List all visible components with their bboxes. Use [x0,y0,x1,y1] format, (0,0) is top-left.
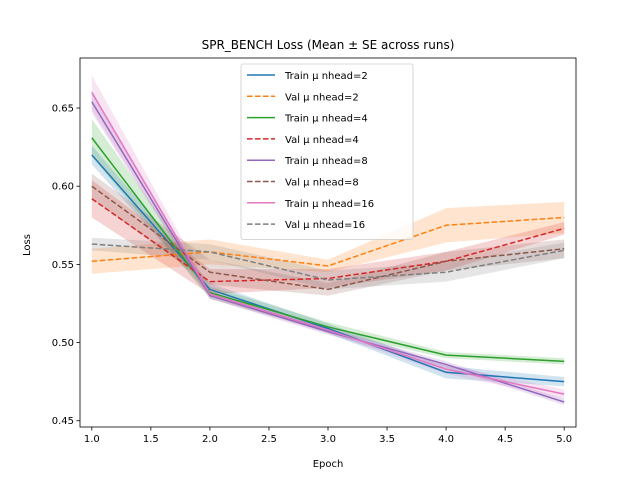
x-tick-label: 4.5 [497,434,513,445]
series-line-val-nhead-8 [91,185,565,291]
legend-label-train-nhead-16: Train μ nhead=16 [284,199,374,210]
series-line-train-nhead-16 [91,92,565,395]
legend-label-val-nhead-4: Val μ nhead=4 [285,135,359,146]
x-tick-label: 2.0 [202,434,218,445]
y-tick-label: 0.55 [52,260,74,271]
axes: 1.0 1.5 2.0 2.5 3.0 3.5 4.0 4.5 5.0 0.45 0.50 0.55 0… [52,57,577,445]
x-tick-label: 5.0 [556,434,572,445]
series-line-train-nhead-2 [91,154,565,383]
se-band-val-nhead-16 [91,237,565,290]
se-band-val-nhead-8 [91,173,565,296]
legend-label-train-nhead-2: Train μ nhead=2 [284,71,368,82]
se-band-train-nhead-2 [91,145,565,387]
legend: Train μ nhead=2 Val μ nhead=2 Train μ nhea… [240,63,414,240]
chart-title: SPR_BENCH Loss (Mean ± SE across runs) [202,38,455,52]
x-tick-label: 1.5 [143,434,159,445]
legend-label-val-nhead-8: Val μ nhead=8 [285,178,359,189]
series-line-val-nhead-4 [91,198,565,283]
y-tick-label: 0.60 [52,182,74,193]
x-tick-label: 4.0 [438,434,454,445]
x-axis-label: Epoch [313,459,344,470]
legend-label-train-nhead-4: Train μ nhead=4 [284,114,368,125]
legend-label-train-nhead-8: Train μ nhead=8 [284,156,368,167]
y-axis-label: Loss [22,234,33,256]
legend-box [240,63,414,240]
legend-label-val-nhead-2: Val μ nhead=2 [285,92,359,103]
x-tick-label: 3.0 [320,434,336,445]
x-tick-label: 1.0 [84,434,100,445]
series-line-val-nhead-2 [91,216,565,267]
legend-label-val-nhead-16: Val μ nhead=16 [285,220,365,231]
plot-area [91,75,565,406]
y-tick-label: 0.65 [52,104,74,115]
x-tick-label: 3.5 [379,434,395,445]
y-tick-label: 0.50 [52,338,74,349]
y-tick-label: 0.45 [52,416,74,427]
se-band-val-nhead-4 [91,179,565,295]
x-tick-label: 2.5 [261,434,277,445]
se-band-val-nhead-2 [91,201,565,274]
series-line-train-nhead-4 [91,137,565,363]
